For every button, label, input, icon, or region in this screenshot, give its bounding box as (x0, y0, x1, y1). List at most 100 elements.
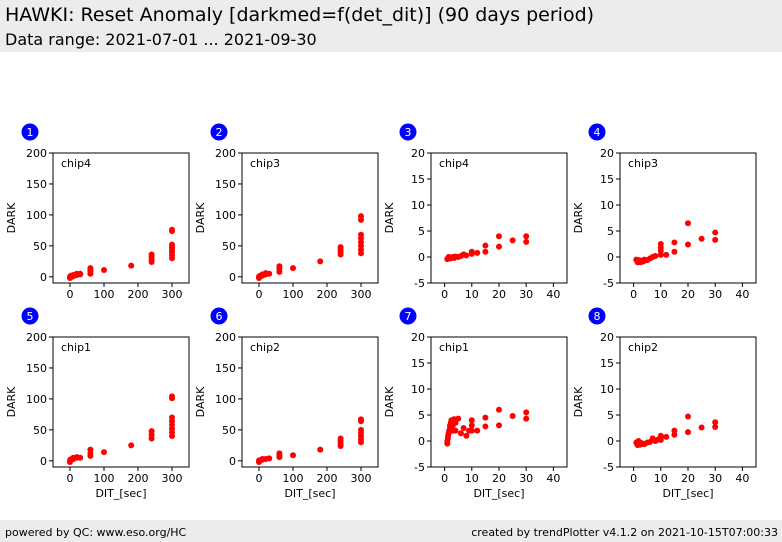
y-tick-label: 0 (418, 435, 425, 448)
y-axis-label: DARK (572, 202, 585, 233)
data-point (169, 414, 175, 421)
data-point (128, 262, 135, 269)
subplot-label: chip1 (439, 341, 469, 354)
data-point (509, 413, 516, 420)
subplot-7: 0 10 20 30 40 -5 0 5 10 15 20 chip1 DARK DIT_[sec] 7 (383, 307, 568, 500)
y-tick-label: -5 (603, 461, 614, 474)
x-tick-label: 40 (546, 288, 560, 301)
y-tick-label: 50 (222, 240, 236, 253)
y-tick-label: 20 (411, 147, 425, 160)
page-subtitle: Data range: 2021-07-01 ... 2021-09-30 (5, 30, 317, 49)
subplot-number-badge (588, 307, 606, 325)
subplot-label: chip4 (439, 157, 469, 170)
data-point (148, 428, 155, 435)
x-tick-label: 40 (735, 288, 749, 301)
y-tick-label: 15 (600, 173, 614, 186)
x-tick-label: 10 (654, 288, 668, 301)
x-tick-label: 100 (283, 472, 304, 485)
data-point (266, 455, 273, 462)
y-tick-label: 0 (418, 251, 425, 264)
y-tick-label: 15 (411, 357, 425, 370)
y-tick-label: 10 (411, 199, 425, 212)
x-tick-label: 0 (630, 472, 637, 485)
data-point (468, 417, 475, 424)
subplot-label: chip4 (61, 157, 91, 170)
x-tick-label: 40 (546, 472, 560, 485)
data-point (482, 248, 489, 255)
y-tick-label: 150 (26, 178, 47, 191)
x-tick-label: 0 (441, 288, 448, 301)
data-point (317, 258, 324, 265)
y-axis-label: DARK (383, 202, 396, 233)
y-tick-label: 15 (600, 357, 614, 370)
data-point (474, 249, 481, 256)
y-tick-label: 50 (33, 240, 47, 253)
y-tick-label: -5 (603, 277, 614, 290)
axes-frame (241, 336, 379, 468)
data-point (266, 270, 273, 277)
y-tick-label: 0 (607, 435, 614, 448)
data-point (276, 263, 283, 270)
x-tick-label: 0 (256, 288, 263, 301)
subplot-2: 0 100 200 300 0 50 100 150 200 chip3 DARK 2 (194, 123, 379, 301)
y-tick-label: 0 (229, 271, 236, 284)
x-tick-label: 200 (128, 472, 149, 485)
x-tick-label: 0 (256, 472, 263, 485)
x-tick-label: 10 (465, 472, 479, 485)
data-point (169, 241, 175, 248)
y-tick-label: 20 (411, 331, 425, 344)
data-point (671, 427, 678, 434)
y-axis-label: DARK (5, 202, 18, 233)
y-tick-label: 10 (600, 199, 614, 212)
x-tick-label: 100 (94, 288, 115, 301)
subplot-label: chip2 (628, 341, 658, 354)
data-point (496, 233, 502, 240)
header-bar: HAWKI: Reset Anomaly [darkmed=f(det_dit)… (0, 0, 782, 52)
data-point (468, 427, 475, 434)
data-point (101, 267, 107, 273)
x-tick-label: 0 (67, 288, 74, 301)
data-point (652, 252, 659, 259)
data-point (712, 423, 719, 430)
subplot-number: 6 (216, 310, 223, 323)
y-tick-label: 200 (215, 331, 236, 344)
data-point (169, 226, 175, 233)
subplot-number: 5 (27, 310, 34, 323)
data-point (77, 270, 84, 277)
subplot-number-badge (588, 123, 606, 141)
x-axis-label: DIT_[sec] (95, 487, 146, 500)
axes-frame (241, 152, 379, 284)
data-point (463, 252, 470, 259)
y-tick-label: 5 (607, 225, 614, 238)
y-axis-label: DARK (194, 202, 207, 233)
subplot-number-badge (399, 307, 417, 325)
subplot-8: 0 10 20 30 40 -5 0 5 10 15 20 chip2 DARK DIT_[sec] 8 (572, 307, 757, 500)
x-tick-label: 10 (465, 288, 479, 301)
data-point (101, 449, 107, 456)
data-point (657, 251, 664, 258)
data-point (452, 427, 459, 434)
subplot-number-badge (399, 123, 417, 141)
x-tick-label: 300 (162, 288, 183, 301)
data-point (523, 238, 530, 245)
y-tick-label: -5 (414, 277, 425, 290)
x-tick-label: 20 (492, 288, 506, 301)
y-axis-label: DARK (194, 386, 207, 417)
data-point (712, 236, 719, 243)
y-tick-label: 50 (33, 424, 47, 437)
data-point (290, 452, 296, 459)
subplot-6: 0 100 200 300 0 50 100 150 200 chip2 DARK DIT_[sec]… (194, 307, 379, 500)
subplot-number: 7 (405, 310, 412, 323)
x-tick-label: 10 (654, 472, 668, 485)
x-tick-label: 200 (128, 288, 149, 301)
y-tick-label: 5 (607, 409, 614, 422)
data-point (657, 432, 664, 439)
x-tick-label: 200 (317, 288, 338, 301)
footer-credit: powered by QC: www.eso.org/HC (5, 526, 187, 539)
x-tick-label: 300 (162, 472, 183, 485)
data-point (468, 422, 475, 429)
x-tick-label: 100 (283, 288, 304, 301)
x-tick-label: 30 (519, 472, 533, 485)
y-tick-label: 200 (215, 147, 236, 160)
